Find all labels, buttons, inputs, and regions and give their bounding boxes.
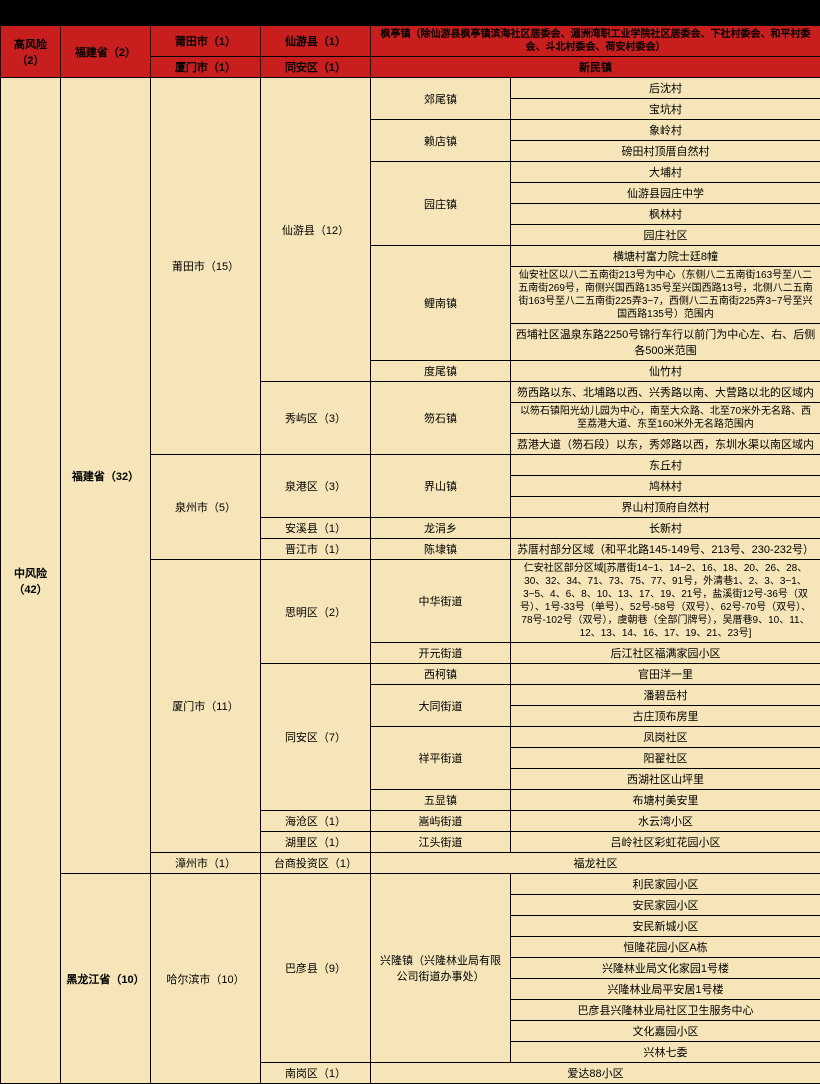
cell: 兴林七委 [511, 1042, 820, 1063]
cell: 哈尔滨市（10） [151, 874, 261, 1084]
cell: 大埔村 [511, 162, 820, 183]
cell: 龙涓乡 [371, 518, 511, 539]
cell: 布塘村美安里 [511, 790, 820, 811]
cell: 后沈村 [511, 78, 820, 99]
cell: 磅田村顶厝自然村 [511, 141, 820, 162]
cell: 祥平街道 [371, 727, 511, 790]
cell: 度尾镇 [371, 361, 511, 382]
cell: 陈埭镇 [371, 539, 511, 560]
cell: 巴彦县兴隆林业局社区卫生服务中心 [511, 1000, 820, 1021]
cell: 笏西路以东、北埔路以西、兴秀路以南、大营路以北的区域内 [511, 382, 820, 403]
cell: 爱达88小区 [371, 1063, 820, 1084]
cell: 水云湾小区 [511, 811, 820, 832]
cell: 仙游县园庄中学 [511, 183, 820, 204]
cell: 同安区（7） [261, 664, 371, 811]
cell: 南岗区（1） [261, 1063, 371, 1084]
cell: 福龙社区 [371, 853, 820, 874]
cell: 界山镇 [371, 455, 511, 518]
cell: 安溪县（1） [261, 518, 371, 539]
cell: 兴隆镇（兴隆林业局有限公司街道办事处） [371, 874, 511, 1063]
cell: 园庄社区 [511, 225, 820, 246]
cell: 巴彦县（9） [261, 874, 371, 1063]
cell: 西埔社区温泉东路2250号锦行车行以前门为中心左、右、后侧各500米范围 [511, 324, 820, 361]
cell: 仙竹村 [511, 361, 820, 382]
cell: 泉港区（3） [261, 455, 371, 518]
cell: 五显镇 [371, 790, 511, 811]
cell: 象岭村 [511, 120, 820, 141]
cell: 兴隆林业局平安居1号楼 [511, 979, 820, 1000]
cell: 枫林村 [511, 204, 820, 225]
cell: 荔港大道（笏石段）以东，秀郊路以西，东圳水渠以南区域内 [511, 434, 820, 455]
cell: 思明区（2） [261, 560, 371, 664]
cell: 晋江市（1） [261, 539, 371, 560]
cell: 安民新城小区 [511, 916, 820, 937]
cell: 仁安社区部分区域[苏厝街14−1、14−2、16、18、20、26、28、30、… [511, 560, 820, 643]
cell: 嵩屿街道 [371, 811, 511, 832]
cell: 江头街道 [371, 832, 511, 853]
cell: 福建省（2） [61, 26, 151, 78]
cell: 安民家园小区 [511, 895, 820, 916]
cell: 界山村顶府自然村 [511, 497, 820, 518]
cell: 长新村 [511, 518, 820, 539]
cell: 文化嘉园小区 [511, 1021, 820, 1042]
cell: 仙游县（1） [261, 26, 371, 57]
cell: 高风险（2） [1, 26, 61, 78]
cell: 后江社区福满家园小区 [511, 643, 820, 664]
cell: 潘碧岳村 [511, 685, 820, 706]
cell: 笏石镇 [371, 382, 511, 455]
cell: 西柯镇 [371, 664, 511, 685]
cell: 园庄镇 [371, 162, 511, 246]
cell: 漳州市（1） [151, 853, 261, 874]
cell: 莆田市（15） [151, 78, 261, 455]
cell: 新民镇 [371, 57, 820, 78]
cell: 大同街道 [371, 685, 511, 727]
cell: 鸠林村 [511, 476, 820, 497]
cell: 宝坑村 [511, 99, 820, 120]
cell: 西湖社区山坪里 [511, 769, 820, 790]
cell: 中风险（42） [1, 78, 61, 1084]
cell: 厦门市（11） [151, 560, 261, 853]
cell: 兴隆林业局文化家园1号楼 [511, 958, 820, 979]
cell: 苏厝村部分区域（和平北路145-149号、213号、230-232号） [511, 539, 820, 560]
cell: 阳翟社区 [511, 748, 820, 769]
cell: 东丘村 [511, 455, 820, 476]
cell: 莆田市（1） [151, 26, 261, 57]
cell: 赖店镇 [371, 120, 511, 162]
cell: 厦门市（1） [151, 57, 261, 78]
cell: 利民家园小区 [511, 874, 820, 895]
cell: 横塘村富力院士廷8幢 [511, 246, 820, 267]
cell: 海沧区（1） [261, 811, 371, 832]
cell: 福建省（32） [61, 78, 151, 874]
cell: 同安区（1） [261, 57, 371, 78]
cell: 吕岭社区彩虹花园小区 [511, 832, 820, 853]
cell: 湖里区（1） [261, 832, 371, 853]
cell: 开元街道 [371, 643, 511, 664]
cell: 官田洋一里 [511, 664, 820, 685]
cell: 郊尾镇 [371, 78, 511, 120]
cell: 恒隆花园小区A栋 [511, 937, 820, 958]
cell: 泉州市（5） [151, 455, 261, 560]
cell [1, 1, 820, 26]
cell: 枫亭镇（除仙游县枫亭镇滨海社区居委会、湄洲湾职工业学院社区居委会、下社村委会、和… [371, 26, 820, 57]
cell: 鲤南镇 [371, 246, 511, 361]
cell: 秀屿区（3） [261, 382, 371, 455]
cell: 黑龙江省（10） [61, 874, 151, 1084]
cell: 以笏石镇阳光幼儿园为中心，南至大众路、北至70米外无名路、西至荔港大道、东至16… [511, 403, 820, 434]
cell: 古庄顶布房里 [511, 706, 820, 727]
cell: 凤岗社区 [511, 727, 820, 748]
cell: 中华街道 [371, 560, 511, 643]
cell: 仙游县（12） [261, 78, 371, 382]
cell: 台商投资区（1） [261, 853, 371, 874]
cell: 仙安社区以八二五南街213号为中心（东侧八二五南街163号至八二五南街269号，… [511, 267, 820, 324]
